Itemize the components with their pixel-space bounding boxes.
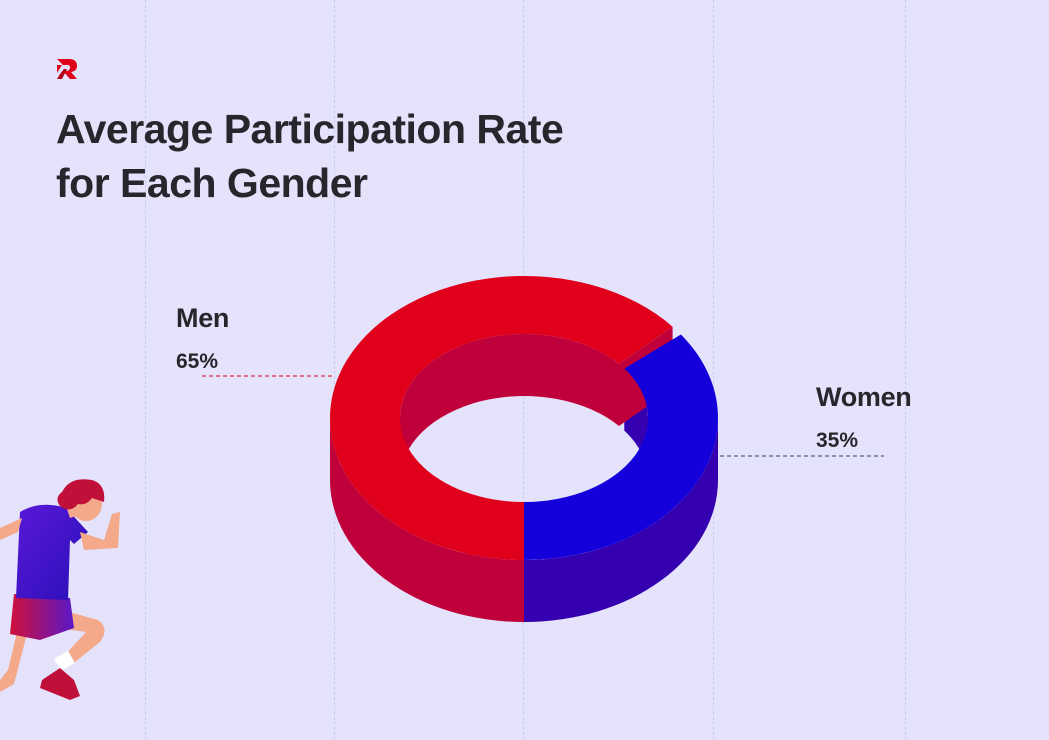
value-label-women: 35%: [816, 429, 858, 453]
runner-illustration: [0, 470, 140, 720]
category-label-men: Men: [176, 303, 229, 334]
category-label-women: Women: [816, 382, 912, 413]
value-label-men: 65%: [176, 350, 218, 374]
